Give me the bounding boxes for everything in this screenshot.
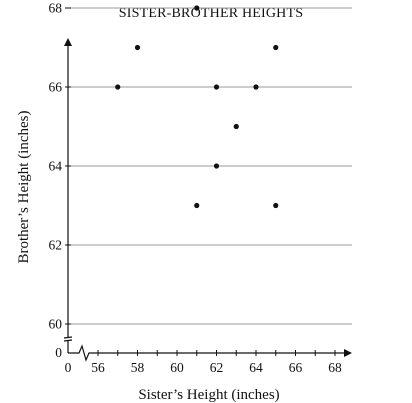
data-point-7 (194, 202, 200, 209)
x-tick-label-60: 60 (170, 360, 184, 375)
data-point-13 (233, 123, 239, 130)
x-axis-label: Sister’s Height (inches) (138, 387, 279, 403)
chart-title: SISTER-BROTHER HEIGHTS (119, 6, 303, 21)
x-tick-label-58: 58 (131, 360, 145, 375)
x-axis-arrow (344, 349, 352, 357)
data-points (115, 5, 279, 209)
x-tick-label-62: 62 (210, 360, 224, 375)
data-point-1 (115, 84, 121, 90)
data-point-15 (253, 84, 259, 90)
axes (63, 38, 352, 362)
x-axis-ticks: 56 58 60 62 64 66 68 (91, 350, 342, 375)
x-tick-label-68: 68 (328, 360, 342, 375)
data-point-9 (213, 84, 220, 90)
x-axis-origin-label: 0 (65, 360, 72, 375)
y-axis-break (63, 336, 73, 342)
y-axis-origin-label: 0 (55, 345, 62, 360)
y-tick-label-64: 64 (49, 159, 63, 174)
y-tick-label-62: 62 (49, 238, 63, 253)
x-tick-label-64: 64 (249, 360, 263, 375)
y-axis-label: Brother’s Height (inches) (16, 110, 32, 263)
y-tick-label-66: 66 (49, 80, 63, 95)
x-tick-label-56: 56 (91, 360, 105, 375)
data-point-17 (273, 44, 279, 51)
y-tick-label-68: 68 (49, 1, 63, 16)
data-point-2 (134, 44, 141, 51)
data-point-6 (194, 5, 200, 11)
data-point-10 (213, 163, 220, 169)
x-axis-line (68, 344, 346, 362)
y-tick-label-60: 60 (49, 317, 63, 332)
gridlines (68, 7, 352, 325)
y-axis-arrow (64, 38, 72, 46)
data-point-18 (273, 202, 279, 209)
y-axis-ticks: 6062646668707274 (49, 1, 71, 332)
x-tick-label-66: 66 (289, 360, 303, 375)
